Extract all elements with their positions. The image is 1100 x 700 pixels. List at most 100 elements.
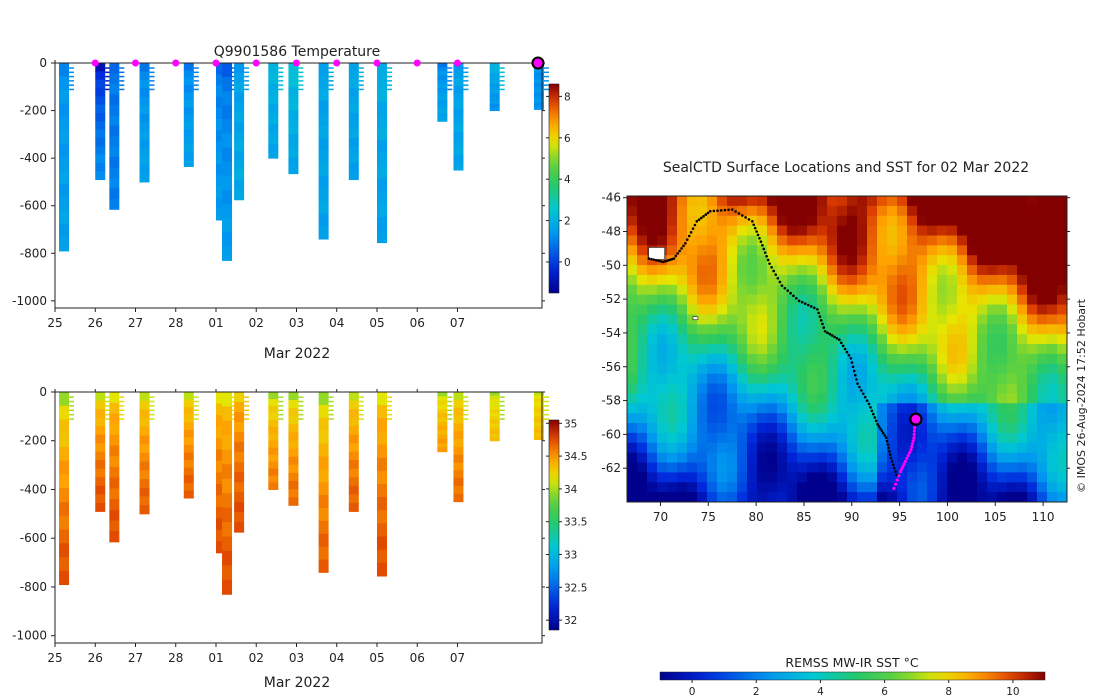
sst-cell — [937, 235, 948, 246]
profile-cell — [453, 478, 464, 487]
sst-cell — [627, 363, 638, 375]
sst-cell — [827, 442, 838, 454]
profile-cell — [109, 177, 120, 189]
track-point — [753, 226, 757, 230]
sst-cell — [837, 353, 848, 365]
sst-cell — [957, 334, 968, 345]
sst-cell — [847, 334, 858, 345]
profile-cell — [234, 392, 245, 403]
sst-cell — [967, 235, 978, 246]
sst-cell — [727, 373, 738, 385]
profile-cell — [59, 197, 70, 212]
sst-cell — [1007, 373, 1018, 385]
sst-cell — [877, 284, 888, 296]
profile-cell — [139, 156, 150, 166]
sst-cell — [687, 284, 698, 296]
profile-cell — [453, 93, 464, 102]
sst-cell — [917, 363, 928, 375]
sst-cell — [657, 383, 668, 395]
profile-cell — [183, 77, 194, 86]
sst-cell — [747, 432, 758, 444]
sst-cell — [927, 393, 938, 404]
sst-cell — [847, 265, 858, 276]
profile-cell — [222, 522, 233, 537]
sst-cell — [827, 235, 838, 246]
sst-cell — [627, 334, 638, 345]
salinity-plot-area — [55, 392, 542, 643]
sst-cell — [857, 482, 868, 493]
profile-cell — [318, 495, 329, 509]
sst-cell — [657, 403, 668, 414]
sst-cell — [707, 344, 718, 355]
profile-cell — [437, 447, 448, 453]
sst-cell — [627, 245, 638, 256]
profile-cell — [234, 412, 245, 423]
sst-cell — [1047, 334, 1058, 345]
sst-cell — [737, 442, 748, 454]
profile-marker — [91, 59, 99, 67]
track-point — [877, 425, 881, 428]
sst-cell — [987, 334, 998, 345]
sst-cell — [997, 393, 1008, 404]
sst-cell — [717, 482, 728, 493]
sst-cell — [727, 353, 738, 365]
profile-cell — [222, 449, 233, 465]
sst-cell — [817, 482, 828, 493]
sst-cell — [847, 413, 858, 424]
sst-cell — [847, 225, 858, 237]
profile-streak — [119, 67, 125, 69]
sst-cell — [827, 196, 838, 207]
map-x-tick-label: 100 — [936, 510, 959, 524]
sst-cell — [957, 196, 968, 207]
sst-cell — [727, 205, 738, 217]
profile-cell — [183, 414, 194, 423]
sst-cell — [637, 255, 648, 266]
profile-streak — [119, 405, 125, 407]
sst-cell — [877, 294, 888, 306]
sst-cell — [837, 462, 848, 473]
sst-cell — [837, 383, 848, 395]
profile-cell — [318, 456, 329, 470]
profile-cell — [453, 147, 464, 156]
track-point — [880, 429, 884, 433]
sst-cell — [1017, 462, 1028, 473]
sst-cell — [757, 363, 768, 375]
sst-cell — [707, 482, 718, 493]
sst-map-panel: SealCTD Surface Locations and SST for 02… — [601, 160, 1088, 698]
y-tick-label: -400 — [20, 151, 47, 165]
sst-cell — [737, 492, 748, 502]
track-point — [888, 449, 891, 453]
sst-cell — [727, 324, 738, 335]
profile-streak — [463, 400, 469, 403]
sst-cell — [797, 284, 808, 296]
sst-cell — [687, 324, 698, 335]
sst-cell — [877, 423, 888, 434]
profile-streak — [499, 418, 505, 420]
map-x-tick-label: 70 — [653, 510, 668, 524]
profile-cell — [489, 412, 500, 417]
sst-cell — [907, 373, 918, 385]
sst-cell — [897, 472, 908, 483]
sst-cell — [957, 482, 968, 493]
sst-cell — [837, 413, 848, 424]
sst-cell — [917, 423, 928, 434]
profile-cell — [376, 470, 387, 485]
sst-cell — [627, 462, 638, 473]
sst-cell — [787, 344, 798, 355]
profile-cell — [288, 149, 299, 159]
sst-cell — [1057, 452, 1067, 464]
sst-cell — [977, 383, 988, 395]
sst-cell — [897, 452, 908, 464]
y-tick-label: -200 — [20, 104, 47, 118]
sst-cell — [1027, 363, 1038, 375]
profile-cell — [348, 434, 359, 444]
sst-cell — [797, 245, 808, 256]
sst-cell — [797, 462, 808, 473]
profile-cell — [268, 63, 279, 71]
sst-cell — [937, 265, 948, 276]
sst-cell — [967, 413, 978, 424]
sst-cell — [687, 403, 698, 414]
profile-cell — [215, 437, 226, 450]
sst-cell — [1057, 205, 1067, 217]
sst-cell — [1047, 304, 1058, 316]
